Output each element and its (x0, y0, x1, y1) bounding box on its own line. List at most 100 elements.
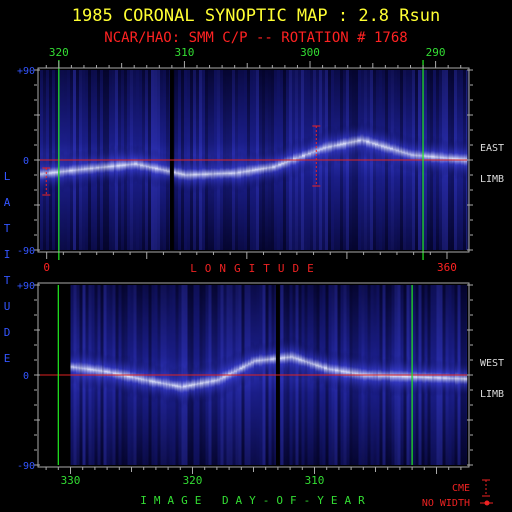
streamer-belt (40, 118, 468, 196)
streamer-column (109, 355, 114, 391)
streamer-column (309, 342, 314, 385)
streamer-column (157, 364, 162, 401)
streamer-column (384, 358, 388, 394)
latitude-tick-label: 0 (23, 156, 29, 167)
streamer-column (84, 150, 88, 188)
streamer-column (78, 346, 83, 390)
streamer-column (236, 350, 240, 390)
streamer-column (380, 125, 385, 168)
streamer-column (310, 132, 315, 173)
streamer-column (126, 354, 131, 398)
streamer-column (363, 122, 367, 160)
streamer-column (107, 353, 111, 391)
streamer-column (252, 151, 256, 190)
streamer-column (239, 350, 243, 387)
day-tick-label: 320 (49, 46, 69, 59)
streamer-column (422, 138, 426, 174)
streamer-column (392, 356, 397, 397)
streamer-column (407, 136, 411, 172)
cme-marker (42, 167, 51, 196)
streamer-column (318, 346, 322, 386)
streamer-column (273, 339, 277, 379)
streamer-column (404, 135, 408, 172)
streamer-column (337, 125, 341, 165)
streamer-column (354, 122, 358, 161)
streamer-column (395, 356, 400, 397)
streamer-column (349, 351, 353, 394)
streamer-column (461, 360, 465, 397)
streamer-column (325, 125, 329, 170)
streamer-column (348, 122, 352, 163)
streamer-column (51, 151, 55, 194)
streamer-column (284, 335, 288, 380)
day-tick-label: 290 (426, 46, 446, 59)
streamer-column (225, 154, 230, 193)
streamer-column (307, 135, 312, 172)
day-tick-label: 310 (174, 46, 194, 59)
streamer-column (104, 354, 108, 389)
streamer-column (75, 150, 79, 190)
streamer-column (190, 154, 194, 195)
streamer-column (440, 136, 444, 180)
streamer-column (434, 359, 438, 396)
streamer-column (40, 154, 44, 194)
streamer-column (254, 151, 259, 188)
streamer-column (455, 356, 459, 401)
streamer-column (298, 339, 302, 381)
streamer-column (205, 361, 209, 403)
streamer-column (304, 344, 308, 379)
streamer-column (118, 355, 122, 394)
streamer-column (93, 351, 97, 389)
streamer-column (149, 150, 153, 185)
streamer-column (143, 361, 147, 399)
streamer-column (231, 154, 235, 193)
streamer-column (81, 348, 86, 389)
streamer-column (225, 356, 229, 395)
streamer-column (395, 131, 399, 170)
streamer-column (222, 355, 226, 399)
figure-subtitle: NCAR/HAO: SMM C/P -- ROTATION # 1768 (104, 30, 407, 46)
streamer-column (152, 360, 156, 404)
streamer-column (234, 152, 238, 194)
streamer-column (240, 150, 244, 194)
latitude-label-letter: T (4, 274, 11, 287)
streamer-column (410, 136, 414, 174)
streamer-column (458, 140, 462, 178)
streamer-column (101, 350, 105, 393)
streamer-column (178, 152, 182, 196)
streamer-column (375, 124, 379, 165)
streamer-column (316, 132, 320, 168)
streamer-column (455, 138, 459, 180)
streamer-column (66, 153, 70, 189)
streamer-column (404, 355, 409, 398)
east-label: EAST (480, 143, 504, 154)
streamer-column (202, 362, 207, 403)
streamer-column (63, 153, 67, 190)
streamer-column (260, 150, 264, 188)
day-tick-label: 330 (61, 474, 81, 487)
streamer-column (84, 347, 88, 391)
streamer-column (95, 150, 100, 185)
streamer-column (184, 155, 188, 195)
streamer-column (464, 360, 468, 398)
day-axis: 330 320 310 (45, 467, 462, 487)
no-width-marker-icon (480, 500, 493, 506)
streamer-column (352, 352, 356, 394)
streamer-column (160, 152, 165, 188)
streamer-column (366, 120, 370, 163)
streamer-column (237, 150, 241, 195)
streamer-column (449, 361, 453, 396)
streamer-column (378, 125, 382, 166)
streamer-column (231, 353, 235, 393)
streamer-column (392, 127, 397, 172)
streamer-column (425, 360, 429, 395)
latitude-label-letter: U (4, 300, 11, 313)
streamer-column (390, 354, 394, 398)
streamer-column (140, 144, 144, 186)
streamer-column (315, 344, 319, 387)
streamer-column (110, 144, 114, 189)
streamer-column (264, 342, 269, 378)
latitude-tick-label: 0 (23, 371, 29, 382)
streamer-column (419, 359, 423, 395)
streamer-column (197, 364, 201, 404)
